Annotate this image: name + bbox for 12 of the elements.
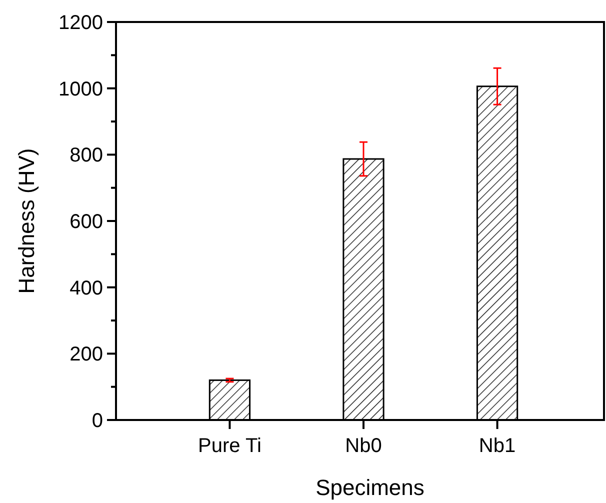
- x-tick-label: Nb1: [478, 435, 516, 457]
- y-tick-label: 1000: [58, 78, 103, 100]
- x-axis-title: Specimens: [316, 475, 424, 500]
- y-tick-label: 800: [70, 144, 103, 167]
- x-tick-label: Nb0: [345, 435, 382, 457]
- y-tick-label: 200: [70, 344, 103, 366]
- y-tick-label: 0: [92, 410, 103, 432]
- y-tick-label: 400: [70, 277, 103, 300]
- y-tick-label: 1200: [58, 12, 103, 34]
- y-axis-title: Hardness (HV): [14, 148, 39, 294]
- x-tick-label: Pure Ti: [198, 435, 262, 457]
- y-tick-label: 600: [70, 211, 103, 233]
